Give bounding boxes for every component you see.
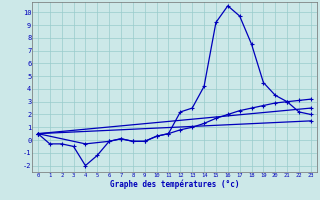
- X-axis label: Graphe des températures (°c): Graphe des températures (°c): [110, 179, 239, 189]
